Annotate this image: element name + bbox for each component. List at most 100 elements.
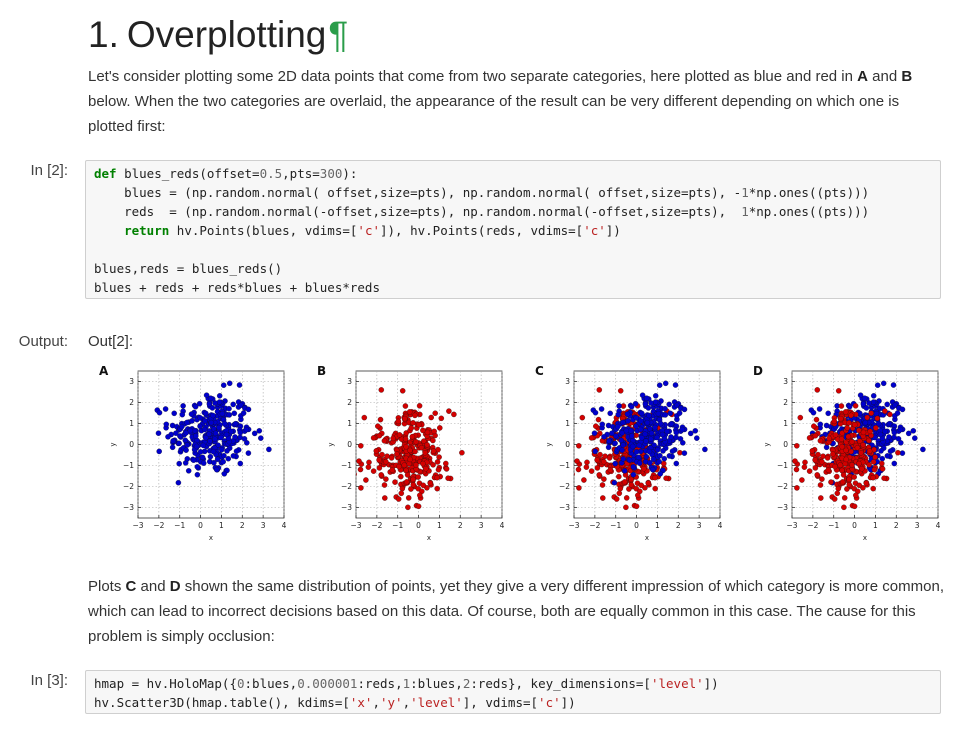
code-cell-2[interactable]: def blues_reds(offset=0.5,pts=300): blue… [85,160,941,299]
scatter-point [396,463,402,470]
scatter-point [835,388,842,394]
scatter-point [652,474,658,481]
x-tick-label: −2 [153,521,164,530]
scatter-point [218,434,224,441]
scatter-point [574,458,580,464]
scatter-point [643,453,650,460]
scatter-point [212,400,218,406]
scatter-point [633,423,639,430]
scatter-point [842,409,849,415]
y-tick-label: 0 [783,440,788,449]
scatter-point [694,435,700,441]
scatter-point [866,437,872,444]
scatter-point [607,467,614,473]
scatter-point [848,412,854,419]
scatter-point [878,448,884,454]
scatter-point [644,419,651,426]
code-cell-3[interactable]: hmap = hv.HoloMap({0:blues,0.000001:reds… [85,670,941,714]
scatter-point [190,457,197,463]
scatter-point [446,408,452,414]
scatter-point [216,393,223,399]
scatter-point [702,446,708,453]
scatter-point [434,459,441,465]
scatter-point [203,410,209,417]
scatter-point [616,403,622,409]
scatter-point [226,405,232,412]
scatter-point [643,395,650,401]
scatter-point [417,492,423,499]
scatter-point [825,467,832,473]
scatter-point [616,490,623,497]
scatter-point [618,437,625,444]
scatter-point [221,471,228,477]
scatter-point [826,435,832,442]
scatter-point [819,459,825,465]
code-token: *np.ones((pts))) [748,204,870,219]
code-token: blues_reds(offset= [116,166,260,181]
scatter-point [844,425,851,431]
scatter-point [890,382,897,388]
scatter-point [879,466,886,472]
scatter-point [858,450,864,456]
code-token: 0.000001 [297,676,358,691]
intro-label-b: B [901,68,913,85]
code-token: 2 [462,676,471,691]
scatter-point [623,504,629,511]
scatter-point [597,451,603,458]
scatter-point [193,433,199,439]
scatter-point [381,438,388,444]
scatter-point [209,405,216,411]
code2-line [94,240,932,259]
scatter-point [363,477,369,483]
code-token: 'level' [410,695,463,710]
code3-line: hv.Scatter3D(hmap.table(), kdims=['x','y… [94,693,932,712]
scatter-point [871,466,878,473]
scatter-point [203,392,210,398]
code2-line: blues = (np.random.normal( offset,size=p… [94,183,932,202]
scatter-point [612,460,618,467]
scatter-point [623,427,630,434]
scatter-point [639,435,645,441]
scatter-point [843,447,849,454]
scatter-point [645,405,652,411]
scatter-point [673,460,680,467]
para2-label-d: D [169,578,181,595]
scatter-point [632,400,639,407]
scatter-point [802,459,808,466]
scatter-point [817,482,824,488]
scatter-point [639,410,645,417]
scatter-point [170,438,176,444]
scatter-point [873,425,879,431]
scatter-point [236,382,243,388]
scatter-point [216,424,222,431]
scatter-point [443,460,449,467]
code-token: :blues, [244,676,298,691]
y-tick-label: −3 [341,503,352,512]
scatter-point [598,406,605,412]
y-tick-label: −2 [777,482,788,491]
scatter-point [607,410,613,417]
x-tick-label: 3 [697,521,702,530]
scatter-point [605,444,612,451]
scatter-point [882,408,888,414]
scatter-point [223,431,230,438]
scatter-point [874,382,881,388]
scatter-point [625,418,631,424]
scatter-point [431,428,437,435]
scatter-point [576,485,582,491]
scatter-point [180,403,186,409]
scatter-point [207,453,214,460]
anchor-link[interactable]: ¶ [328,14,349,55]
scatter-point [817,421,824,428]
y-tick-label: −3 [777,503,788,512]
scatter-point [424,442,430,448]
scatter-point [207,438,213,444]
scatter-point [806,435,813,441]
scatter-point [897,426,904,433]
scatter-point [811,423,817,429]
scatter-point [430,462,436,468]
scatter-point [231,410,238,417]
code-token: 1 [741,204,749,219]
scatter-point [654,434,660,441]
scatter-point [420,482,427,489]
